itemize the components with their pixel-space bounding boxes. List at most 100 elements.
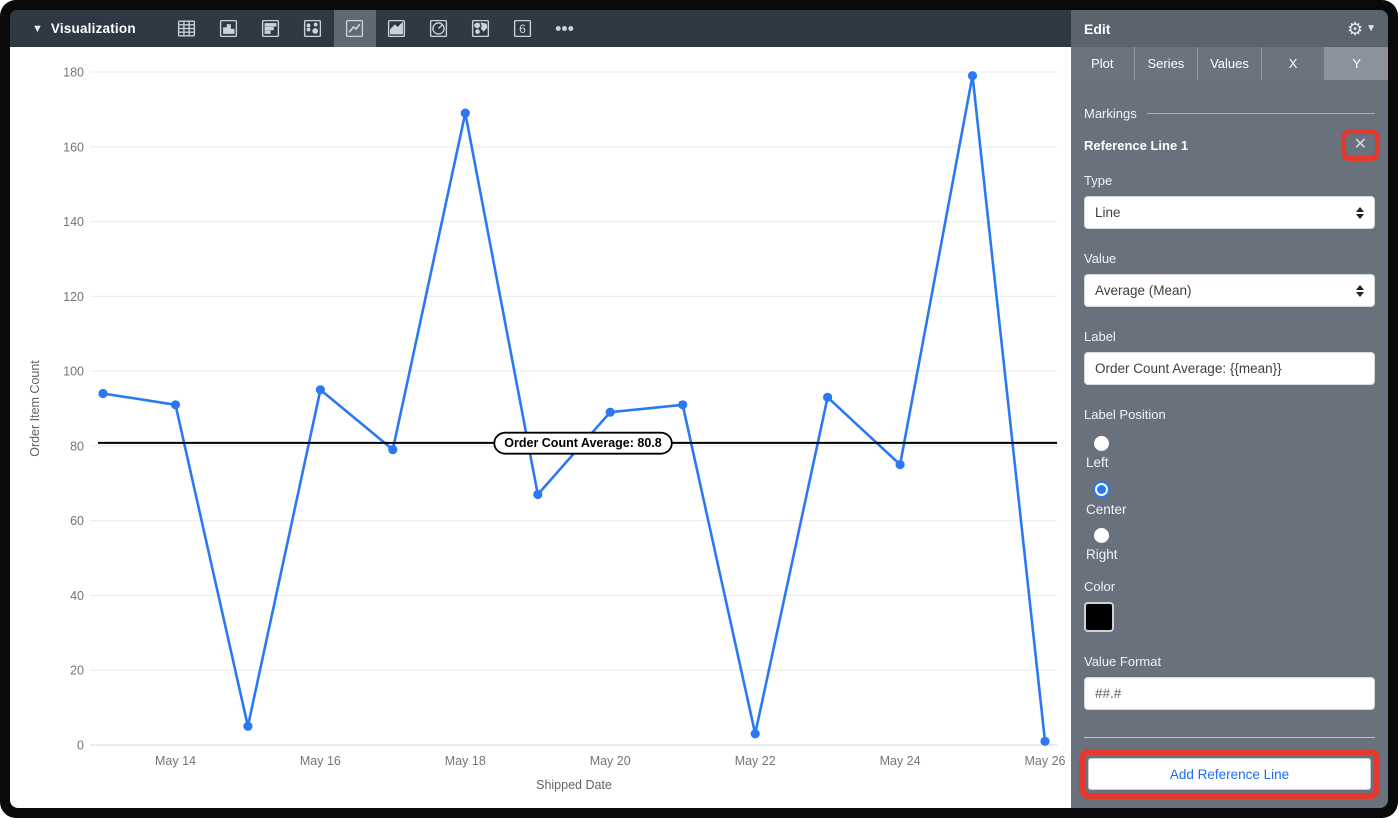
radio-option-label: Center — [1086, 502, 1127, 517]
map-icon — [472, 19, 490, 38]
sidebar-bottom: Add Reference Line — [1071, 737, 1388, 808]
chart-type-single-value-button[interactable]: 6 — [502, 10, 544, 47]
value-label: Value — [1084, 251, 1117, 266]
data-point[interactable] — [967, 71, 978, 81]
data-point[interactable] — [678, 400, 688, 410]
chart-type-map-button[interactable] — [460, 10, 502, 47]
label-position-option-right[interactable]: Right — [1084, 528, 1375, 562]
y-tab-content: Markings Reference Line 1 ✕ Type Line Va… — [1071, 80, 1388, 737]
reference-line-header: Reference Line 1 ✕ — [1084, 129, 1380, 161]
x-tick-label: May 14 — [155, 754, 196, 768]
tab-values[interactable]: Values — [1197, 47, 1261, 80]
data-point[interactable] — [1040, 736, 1050, 746]
tab-plot[interactable]: Plot — [1091, 56, 1114, 71]
edit-sidebar: Edit ⚙ ▼ Plot Series Values X Y Markings Ref… — [1071, 10, 1388, 808]
radio-center-selected[interactable] — [1093, 481, 1110, 498]
data-point[interactable] — [605, 407, 615, 417]
data-point[interactable] — [895, 460, 905, 470]
table-icon — [178, 20, 196, 37]
more-options-icon — [555, 26, 574, 31]
chevron-down-icon: ▼ — [1366, 23, 1376, 34]
y-tick-label: 140 — [63, 215, 84, 229]
y-tick-label: 80 — [70, 439, 84, 453]
annotation-highlight-close: ✕ — [1340, 129, 1380, 161]
label-field — [1084, 352, 1375, 385]
chart-type-bar-chart-button[interactable] — [208, 10, 250, 47]
chart-type-buttons: 6 — [166, 10, 586, 47]
visualization-dropdown[interactable]: ▼ Visualization — [10, 21, 154, 36]
color-label: Color — [1084, 579, 1116, 594]
chart-type-row-chart-button[interactable] — [250, 10, 292, 47]
data-point[interactable] — [388, 445, 398, 455]
markings-section-label: Markings — [1084, 106, 1137, 121]
sidebar-tabs: Plot Series Values X Y — [1071, 47, 1388, 80]
y-tick-label: 120 — [63, 290, 84, 304]
data-point[interactable] — [243, 721, 253, 731]
visualization-area: ▼ Visualization 6 0 20 40 60 80 100 120 140 160 1… — [10, 10, 1071, 808]
value-select-value: Average (Mean) — [1095, 283, 1192, 298]
chart-type-more-options-button[interactable] — [544, 10, 586, 47]
radio-option-label: Right — [1086, 547, 1118, 562]
data-point[interactable] — [170, 400, 181, 410]
type-select[interactable]: Line — [1084, 196, 1375, 229]
data-point[interactable] — [460, 108, 470, 118]
label-input[interactable] — [1095, 361, 1364, 376]
row-chart-icon — [262, 19, 280, 38]
chart-panel: 0 20 40 60 80 100 120 140 160 180 May 14 May 16 May … — [10, 47, 1071, 808]
edit-panel-header: Edit ⚙ ▼ — [1071, 10, 1388, 47]
reference-line-label-pill — [493, 431, 673, 455]
y-tick-label: 60 — [70, 514, 84, 528]
type-label: Type — [1084, 173, 1113, 188]
svg-text:6: 6 — [519, 22, 526, 36]
radio-right[interactable] — [1094, 528, 1109, 543]
select-arrows-icon — [1356, 206, 1364, 219]
area-chart-icon — [388, 19, 406, 38]
chart-type-line-chart-button[interactable] — [333, 10, 376, 47]
color-swatch[interactable] — [1084, 602, 1114, 632]
radio-option-label: Left — [1086, 455, 1109, 470]
annotation-highlight-add-button: Add Reference Line — [1079, 749, 1380, 799]
y-tick-label: 160 — [63, 140, 84, 154]
pie-chart-icon — [430, 19, 448, 38]
data-point[interactable] — [823, 392, 833, 402]
add-reference-line-button[interactable]: Add Reference Line — [1088, 758, 1371, 790]
data-point[interactable] — [533, 489, 543, 500]
line-chart: 0 20 40 60 80 100 120 140 160 180 May 14 May 16 May … — [28, 66, 1066, 793]
label-position-option-left[interactable]: Left — [1084, 436, 1375, 470]
markings-section-header: Markings — [1084, 106, 1375, 121]
gear-icon: ⚙ — [1346, 18, 1364, 39]
chart-type-area-chart-button[interactable] — [376, 10, 418, 47]
reference-line-label-text: Order Count Average: 80.8 — [504, 436, 662, 450]
chart-type-table-button[interactable] — [166, 10, 208, 47]
value-format-input[interactable] — [1095, 686, 1364, 701]
type-select-value: Line — [1095, 205, 1121, 220]
tab-series[interactable]: Series — [1133, 47, 1198, 80]
value-format-label: Value Format — [1084, 654, 1162, 669]
data-point[interactable] — [315, 385, 325, 395]
scatter-plot-icon — [304, 19, 322, 38]
settings-dropdown-button[interactable]: ⚙ ▼ — [1347, 20, 1376, 38]
line-chart-icon — [346, 19, 364, 38]
chart-type-scatter-plot-button[interactable] — [292, 10, 334, 47]
close-reference-line-button[interactable]: ✕ — [1354, 134, 1367, 156]
label-position-option-center[interactable]: Center — [1084, 481, 1375, 517]
x-tick-label: May 26 — [1025, 754, 1066, 768]
chart-type-pie-chart-button[interactable] — [418, 10, 460, 47]
single-value-icon: 6 — [514, 19, 532, 38]
bar-chart-icon — [220, 19, 238, 38]
x-axis-title: Shipped Date — [536, 778, 612, 792]
value-select[interactable]: Average (Mean) — [1084, 274, 1375, 307]
bottom-divider — [1084, 737, 1375, 738]
x-tick-label: May 16 — [300, 754, 341, 768]
y-tick-label: 40 — [70, 589, 84, 603]
tab-x[interactable]: X — [1260, 47, 1325, 80]
panel-title: Edit — [1084, 20, 1111, 37]
y-tick-label: 180 — [63, 66, 84, 80]
data-point[interactable] — [98, 388, 108, 399]
data-point[interactable] — [750, 729, 760, 739]
radio-left[interactable] — [1094, 436, 1109, 451]
toolbar-title: Visualization — [50, 21, 136, 36]
x-tick-label: May 24 — [880, 754, 921, 768]
tab-y[interactable]: Y — [1324, 47, 1388, 80]
